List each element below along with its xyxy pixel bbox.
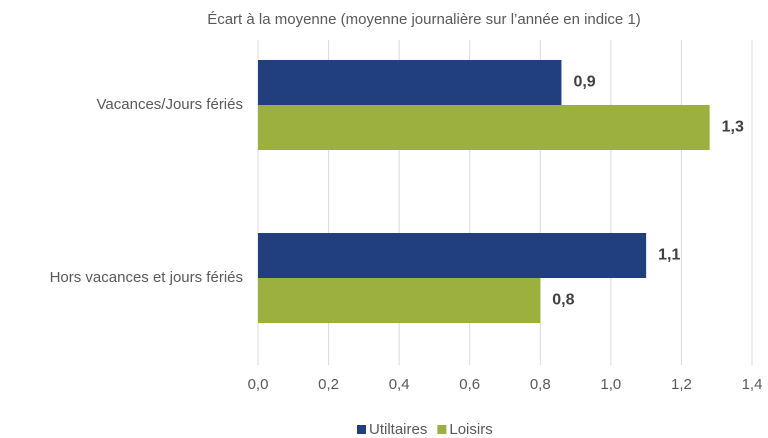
value-label: 0,8 <box>552 292 574 309</box>
x-tick-label: 0,2 <box>318 376 339 393</box>
legend-swatch <box>357 425 366 434</box>
legend-swatch <box>437 425 447 434</box>
x-tick-label: 0,8 <box>530 376 551 393</box>
value-label: 1,3 <box>722 119 744 136</box>
value-label: 1,1 <box>658 247 680 264</box>
x-tick-label: 1,2 <box>671 376 692 393</box>
value-label: 0,9 <box>573 74 595 91</box>
y-tick-label: Hors vacances et jours fériés <box>50 269 243 286</box>
legend-label: Utiltaires <box>369 421 427 438</box>
x-tick-label: 0,6 <box>459 376 480 393</box>
chart-title: Écart à la moyenne (moyenne journalière … <box>207 11 641 28</box>
legend-label: Loisirs <box>449 421 492 438</box>
x-tick-label: 1,4 <box>742 376 763 393</box>
x-tick-label: 1,0 <box>600 376 621 393</box>
y-tick-label: Vacances/Jours fériés <box>97 96 243 113</box>
bar <box>258 60 562 105</box>
bar <box>258 278 541 323</box>
x-tick-label: 0,0 <box>248 376 269 393</box>
x-tick-label: 0,4 <box>389 376 410 393</box>
bar <box>258 233 647 278</box>
bar <box>258 105 710 150</box>
